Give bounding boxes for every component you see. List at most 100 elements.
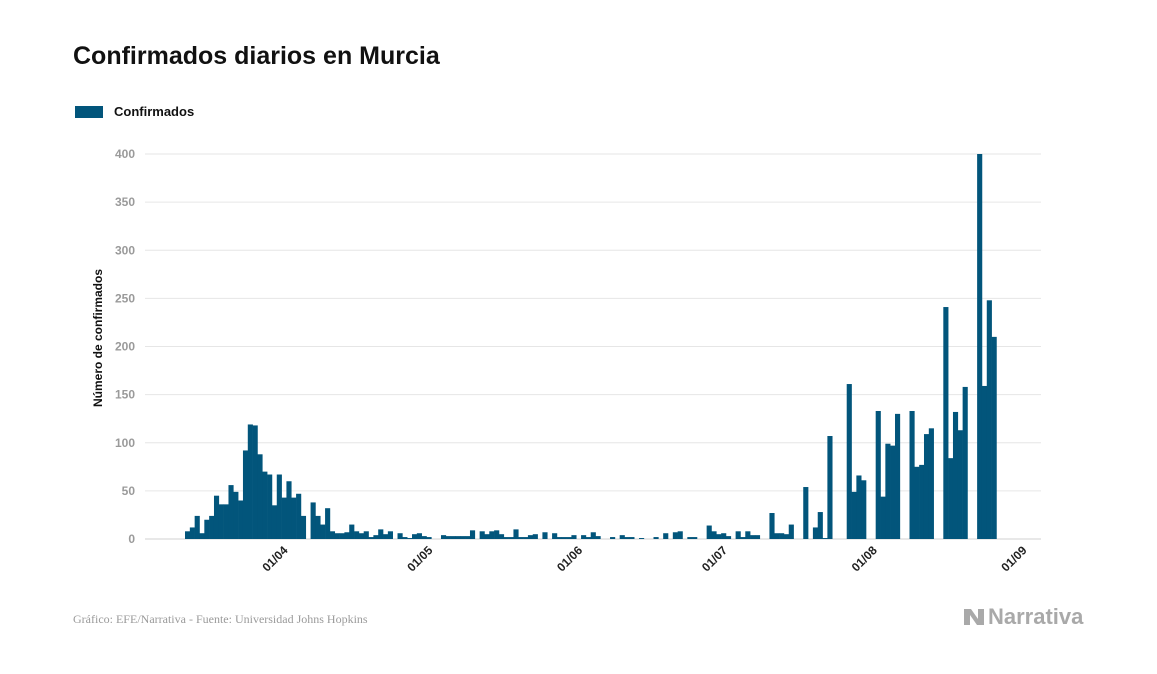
bar	[440, 535, 447, 539]
bar	[329, 531, 336, 539]
legend: Confirmados	[75, 104, 194, 119]
bar	[407, 538, 413, 539]
bar	[653, 537, 659, 539]
y-tick-label: 150	[115, 388, 135, 402]
bar	[779, 533, 785, 539]
bar	[928, 428, 934, 539]
bar	[624, 537, 630, 539]
bar	[426, 537, 432, 539]
bar	[455, 536, 461, 539]
bar	[344, 532, 350, 539]
x-tick-label: 01/04	[259, 543, 290, 574]
x-tick-label: 01/06	[554, 543, 585, 574]
bar	[875, 410, 881, 539]
bar	[378, 529, 384, 539]
bar	[228, 485, 234, 539]
bar	[257, 454, 263, 539]
bar	[566, 537, 572, 539]
bar	[919, 464, 925, 539]
bar	[750, 535, 756, 539]
bar	[310, 502, 316, 539]
x-tick-label: 01/05	[404, 543, 435, 574]
bar	[769, 513, 775, 539]
y-tick-label: 0	[128, 532, 135, 546]
bar	[851, 491, 857, 539]
bar	[561, 537, 567, 539]
source-credit: Gráfico: EFE/Narrativa - Fuente: Univers…	[73, 612, 368, 626]
bar	[247, 424, 253, 539]
bar	[880, 496, 886, 539]
y-tick-label: 250	[115, 291, 135, 305]
bar	[774, 533, 780, 539]
bar	[325, 508, 331, 539]
bar	[368, 537, 374, 539]
bar	[986, 300, 992, 539]
bar	[610, 537, 616, 539]
bar	[890, 445, 896, 539]
bar	[252, 425, 258, 539]
bar	[803, 487, 809, 539]
bar	[334, 533, 340, 539]
bar	[238, 500, 244, 539]
bar	[895, 413, 901, 539]
bar	[909, 410, 915, 539]
bar	[416, 533, 422, 539]
bar	[552, 533, 558, 539]
narrativa-logo: Narrativa	[963, 604, 1083, 630]
bar	[571, 535, 577, 539]
bar	[706, 525, 712, 539]
bar	[619, 535, 625, 539]
bar	[223, 504, 229, 539]
x-tick-label: 01/08	[849, 543, 880, 574]
bar	[914, 466, 920, 539]
y-tick-label: 350	[115, 195, 135, 209]
bar	[402, 537, 408, 539]
bar	[581, 535, 587, 539]
bar	[412, 534, 418, 539]
x-tick-label: 01/07	[699, 543, 730, 574]
bar	[397, 533, 403, 539]
bar	[358, 533, 365, 539]
bar	[513, 529, 519, 539]
x-tick-label: 01/09	[998, 543, 1029, 574]
chart-title: Confirmados diarios en Murcia	[73, 42, 440, 70]
bar	[962, 386, 968, 539]
bar	[822, 538, 828, 539]
bar	[957, 430, 963, 539]
bar	[315, 515, 321, 539]
bar	[861, 480, 867, 539]
bar	[518, 537, 524, 539]
bar	[281, 497, 287, 539]
bar	[421, 536, 427, 539]
bar	[291, 497, 297, 539]
bar	[754, 535, 761, 539]
bar	[735, 531, 741, 539]
bar	[595, 536, 601, 539]
bar	[469, 530, 476, 539]
bar	[383, 534, 389, 539]
bar	[213, 495, 220, 539]
bar	[711, 531, 717, 539]
bar	[189, 527, 195, 539]
y-axis-title: Número de confirmados	[91, 269, 105, 407]
bar	[286, 481, 292, 539]
bar	[585, 537, 592, 539]
y-tick-label: 200	[115, 340, 135, 354]
bar	[856, 475, 862, 539]
bar	[740, 537, 746, 539]
bar	[812, 527, 819, 539]
bar	[590, 532, 596, 539]
bar	[276, 474, 282, 539]
bar	[981, 385, 988, 539]
gridlines	[145, 153, 1041, 540]
bar	[300, 515, 307, 539]
bar	[484, 534, 490, 539]
bar	[445, 536, 451, 539]
bar	[885, 443, 891, 539]
bar	[508, 537, 514, 539]
bar	[846, 384, 852, 539]
bar	[199, 533, 205, 539]
y-tick-label: 50	[122, 484, 136, 498]
narrativa-logo-icon	[964, 609, 984, 625]
